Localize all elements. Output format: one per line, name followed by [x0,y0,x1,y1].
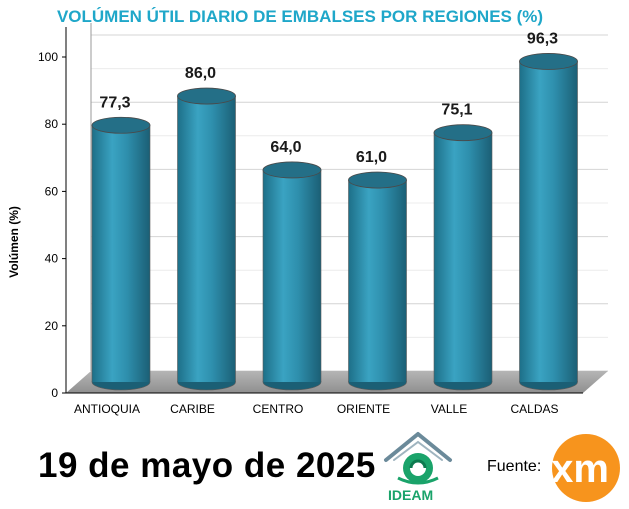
data-label: 86,0 [185,65,216,82]
labels: 77,3 ANTIOQUIA 86,0 CARIBE 64,0 CENTRO 61,0 ORI… [74,30,559,416]
data-label: 77,3 [99,94,130,111]
bars [91,53,578,391]
data-label: 96,3 [527,30,558,47]
xm-logo: xm [551,434,620,502]
bar-top [519,53,578,70]
bar [348,171,407,391]
data-label: 75,1 [441,102,472,119]
bar-top [348,171,407,189]
y-tick-label: 40 [45,252,59,266]
bar [91,116,151,391]
x-tick-label: VALLE [431,402,467,416]
bar-body [434,132,492,382]
bar-top [177,87,236,105]
xm-logo-text: xm [551,447,609,491]
bar-body [92,125,150,382]
bar [262,161,322,391]
axes: 0 20 40 60 80 100 [38,27,583,400]
report-date: 19 de mayo de 2025 [38,446,376,485]
bar-chart: VOLÚMEN ÚTIL DIARIO DE EMBALSES POR REGI… [7,7,608,416]
x-tick-label: CALDAS [510,402,558,416]
y-tick-label: 100 [38,50,58,64]
data-label: 64,0 [270,139,301,156]
y-tick-label: 20 [45,319,59,333]
bar-body [177,96,236,382]
source-label: Fuente: [487,458,542,475]
ideam-logo-text: IDEAM [388,487,434,503]
x-tick-label: ANTIOQUIA [74,402,140,416]
bar-top [262,161,322,179]
chart-title: VOLÚMEN ÚTIL DIARIO DE EMBALSES POR REGI… [57,7,543,26]
y-tick-label: 0 [51,386,58,400]
bar-top [91,116,151,134]
x-tick-label: ORIENTE [337,402,390,416]
bar-body [348,180,407,382]
bar-body [519,61,578,382]
bar [433,124,493,391]
y-tick-label: 60 [45,184,59,198]
bar [519,53,578,391]
bar [177,87,236,391]
x-tick-label: CENTRO [253,402,304,416]
x-tick-label: CARIBE [170,402,215,416]
y-tick-label: 80 [45,117,59,131]
data-label: 61,0 [356,149,387,166]
ideam-logo [384,432,452,485]
bar-top [433,124,493,142]
y-axis-label: Volúmen (%) [7,206,21,278]
bar-body [263,169,321,382]
